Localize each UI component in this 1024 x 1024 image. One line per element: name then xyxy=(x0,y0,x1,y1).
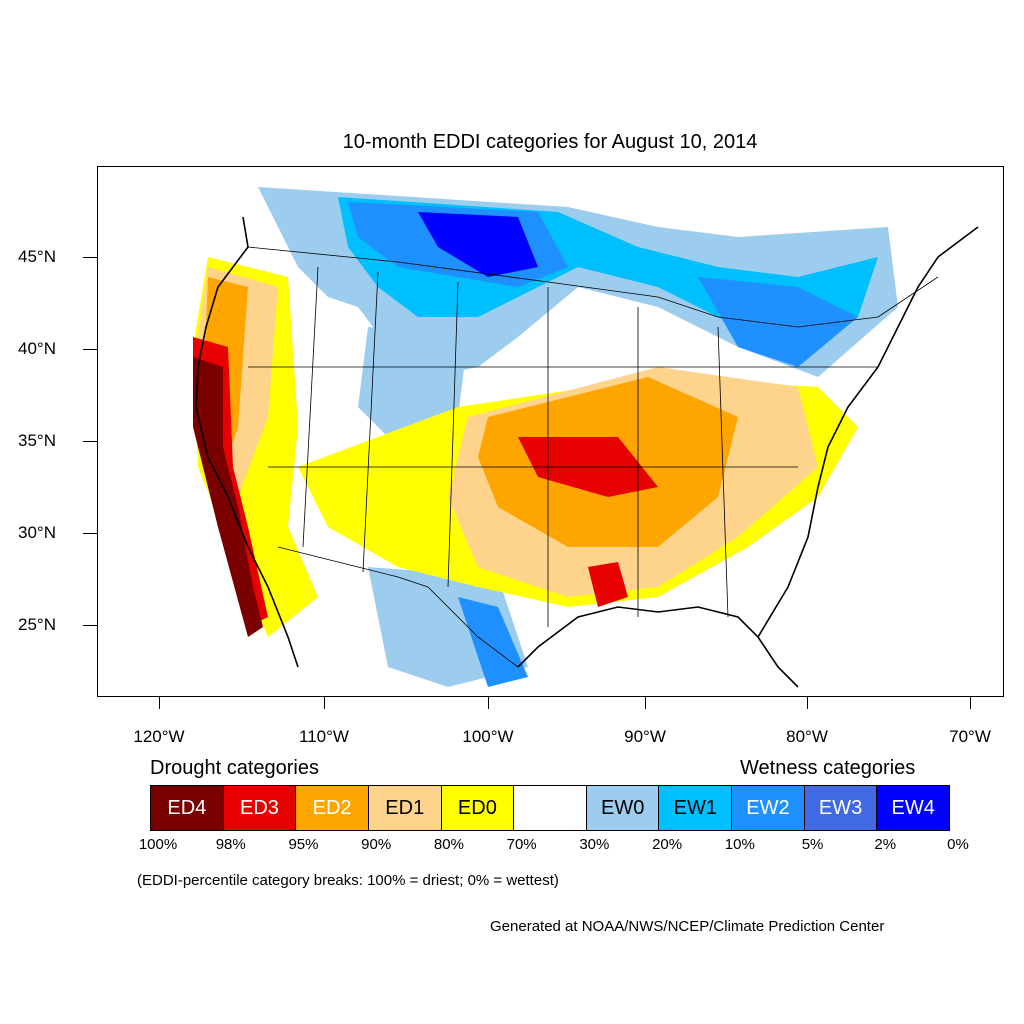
percentile-label: 0% xyxy=(947,836,969,853)
legend-swatch-ew4: EW4 xyxy=(877,786,950,830)
percentile-label: 70% xyxy=(506,836,537,853)
lon-label-70: 70°W xyxy=(949,727,991,746)
lon-label-110: 110°W xyxy=(299,727,349,746)
lon-tick xyxy=(488,697,489,709)
legend-swatch-ew0: EW0 xyxy=(586,786,660,830)
eddi-map xyxy=(193,187,979,688)
percentile-label: 5% xyxy=(801,836,824,853)
lat-tick xyxy=(83,441,97,442)
lon-label-90: 90°W xyxy=(624,727,666,746)
legend-swatch-ed2: ED2 xyxy=(296,786,369,830)
west-coast xyxy=(195,216,299,668)
legend-swatch-ew3: EW3 xyxy=(804,786,878,830)
lon-tick xyxy=(807,697,808,709)
us-canada-border xyxy=(247,246,939,328)
lat-tick xyxy=(83,625,97,626)
wet-region-north-max xyxy=(418,212,538,277)
percentile-label: 90% xyxy=(361,836,392,853)
lon-tick xyxy=(324,697,325,709)
legend-swatch-ed4: ED4 xyxy=(151,786,224,830)
wet-region-lakes xyxy=(698,277,858,367)
wetness-categories-heading: Wetness categories xyxy=(740,757,916,779)
map-panel xyxy=(97,166,1004,697)
lon-label-100: 100°W xyxy=(462,727,514,746)
lat-tick xyxy=(83,533,97,534)
lon-label-80: 80°W xyxy=(786,727,828,746)
border-line xyxy=(447,281,459,588)
legend-color-bar: ED4 ED3 ED2 ED1 ED0 EW0 EW1 EW2 EW3 EW4 xyxy=(150,785,950,831)
credit-text: Generated at NOAA/NWS/NCEP/Climate Predi… xyxy=(490,918,885,935)
percentile-label: 30% xyxy=(579,836,610,853)
percentile-label: 20% xyxy=(652,836,683,853)
gulf-coast xyxy=(517,606,799,688)
legend-swatch-ed1: ED1 xyxy=(368,786,442,830)
us-mexico-border xyxy=(277,546,519,668)
lon-tick xyxy=(159,697,160,709)
percentile-label: 98% xyxy=(215,836,246,853)
lon-tick xyxy=(970,697,971,709)
percentile-label: 95% xyxy=(288,836,319,853)
lat-label-45: 45°N xyxy=(18,247,56,266)
border-line xyxy=(362,271,379,573)
legend-swatch-ed0: ED0 xyxy=(441,786,515,830)
legend-swatch-none xyxy=(514,786,587,830)
lat-label-35: 35°N xyxy=(18,431,56,450)
legend-swatch-ew1: EW1 xyxy=(659,786,733,830)
lon-label-120: 120°W xyxy=(133,727,185,746)
border-line xyxy=(717,326,729,618)
percentile-label: 80% xyxy=(433,836,464,853)
percentile-label: 10% xyxy=(724,836,755,853)
lat-tick xyxy=(83,349,97,350)
drought-categories-heading: Drought categories xyxy=(150,757,319,779)
map-title: 10-month EDDI categories for August 10, … xyxy=(342,131,758,153)
coastlines xyxy=(195,216,979,688)
wet-region-texas-deep xyxy=(458,597,528,687)
state-borders xyxy=(247,246,939,668)
percentile-label: 100% xyxy=(138,836,178,853)
lon-tick xyxy=(645,697,646,709)
border-line xyxy=(302,266,319,548)
lat-label-25: 25°N xyxy=(18,615,56,634)
legend-swatch-ew2: EW2 xyxy=(732,786,805,830)
percentile-label: 2% xyxy=(874,836,897,853)
legend-swatch-ed3: ED3 xyxy=(223,786,297,830)
lat-label-40: 40°N xyxy=(18,339,56,358)
lat-label-30: 30°N xyxy=(18,523,56,542)
category-breaks-note: (EDDI-percentile category breaks: 100% =… xyxy=(137,872,559,889)
lat-tick xyxy=(83,257,97,258)
wetness-regions xyxy=(258,187,898,687)
drought-ed3-south xyxy=(588,562,628,607)
east-coast xyxy=(757,226,979,638)
